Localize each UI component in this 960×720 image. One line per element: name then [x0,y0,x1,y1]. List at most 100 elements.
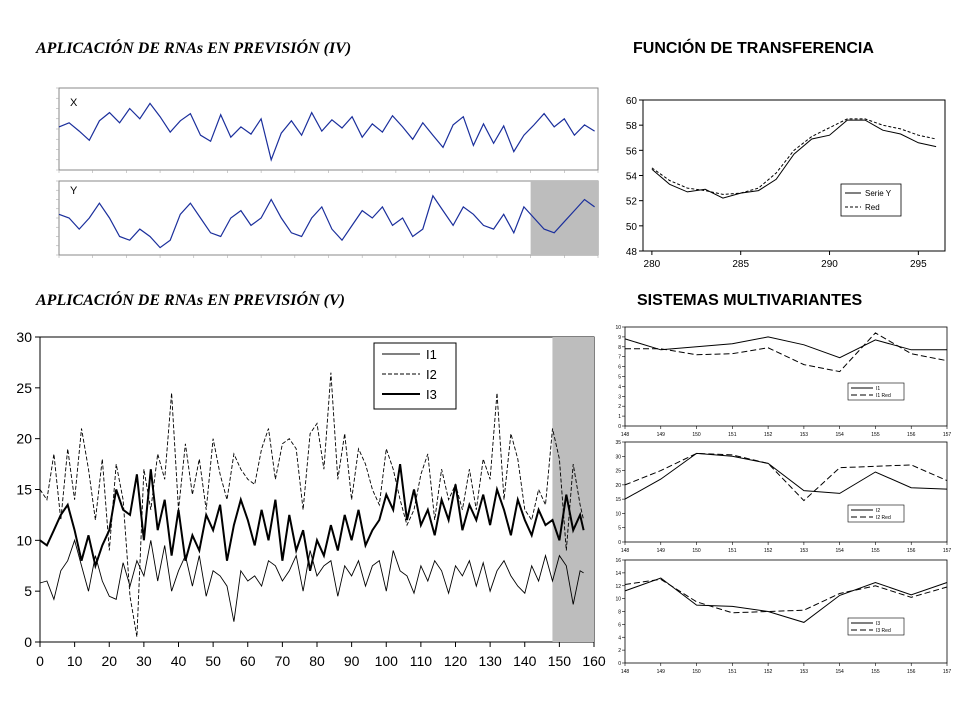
main-xtick-label: 160 [582,653,606,669]
main-ytick-label: 5 [24,583,32,599]
multi_small_1-ytick-label: 6 [618,365,621,371]
multi_small_2-ytick-label: 15 [615,497,621,503]
multi_small_1-xtick-label: 150 [692,432,701,438]
multi_small_1-ytick-label: 0 [618,424,621,430]
y-forecast-shade [530,181,598,255]
transfer-xtick-label: 290 [821,259,838,270]
transfer-ytick-label: 50 [626,222,638,233]
multi_small_3-ytick-label: 16 [615,558,621,564]
multi_small_3-xtick-label: 152 [764,669,773,675]
multi_small_3-ytick-label: 8 [618,610,621,616]
multi_small_1-frame [624,326,948,427]
main-xtick-label: 30 [136,653,152,669]
multi_small_1-ytick-label: 8 [618,345,621,351]
multi_small_2-legend-label: I2 Red [876,515,891,521]
x-panel-label: X [70,97,78,109]
multi_small_3-xtick-label: 148 [621,669,630,675]
multi_small_3-series-line [624,577,948,623]
multi_small_3-xtick-label: 150 [692,669,701,675]
transfer-legend-label: Red [865,203,880,212]
transfer-plot-frame [642,99,946,252]
multi_small_1-ytick-label: 5 [618,375,621,381]
transfer-ytick-label: 52 [626,197,638,208]
title-rnas-v: APLICACIÓN DE RNAs EN PREVISIÓN (V) [36,292,345,309]
main-xtick-label: 120 [444,653,468,669]
multi_small_1-legend-label: I1 Red [876,393,891,399]
main-xtick-label: 150 [548,653,572,669]
multi_small_1-ytick-label: 4 [618,384,621,390]
transfer-legend-label: Serie Y [865,189,892,198]
multi_small_2-series-line [624,452,948,500]
multi_small_3-ytick-label: 2 [618,648,621,654]
multi_small_3-xtick-label: 155 [871,669,880,675]
multi_small_2-legend-label: I2 [876,508,880,514]
main-xtick-label: 50 [205,653,221,669]
multi_small_2-ytick-label: 20 [615,483,621,489]
multi_small_3-ytick-label: 4 [618,635,621,641]
y-panel-label: Y [70,185,78,197]
main-series-line [39,372,585,637]
multi_small_3-legend-label: I3 [876,621,880,627]
multi_small_2-ytick-label: 0 [618,540,621,546]
title-multivariate: SISTEMAS MULTIVARIANTES [637,292,863,309]
transfer-ytick-label: 56 [626,146,638,157]
multi_small_1-legend-box [847,382,905,401]
multi_small_3-xtick-label: 149 [657,669,666,675]
multi_small_3-ytick-label: 6 [618,622,621,628]
multi_small_2-ytick-label: 10 [615,511,621,517]
y-series-line [58,194,595,249]
multi_small_1-xtick-label: 151 [728,432,737,438]
transfer-ytick-label: 58 [626,121,638,132]
multi_small_1-xtick-label: 153 [800,432,809,438]
main-xtick-label: 10 [67,653,83,669]
multi_small_3-ytick-label: 0 [618,661,621,667]
multi_small_1-xtick-label: 157 [943,432,952,438]
multi_small_3-xtick-label: 157 [943,669,952,675]
multi_small_1-ytick-label: 10 [615,325,621,331]
multi_small_3-ytick-label: 10 [615,597,621,603]
main-legend-label: I3 [426,387,437,402]
multi_small_3-legend-box [847,617,905,636]
multi_small_2-xtick-label: 157 [943,548,952,554]
title-rnas-iv: APLICACIÓN DE RNAs EN PREVISIÓN (IV) [36,40,352,57]
main-xtick-label: 70 [275,653,291,669]
multi_small_2-xtick-label: 152 [764,548,773,554]
multi_small_1-xtick-label: 155 [871,432,880,438]
multi_small_2-ytick-label: 25 [615,469,621,475]
multi_small_3-series-line [624,578,948,614]
multi_small_2-xtick-label: 155 [871,548,880,554]
multi_small_3-xtick-label: 154 [835,669,844,675]
multi_small_1-series-line [624,336,947,359]
multi_small_1-xtick-label: 152 [764,432,773,438]
multi_small_3-xtick-label: 156 [907,669,916,675]
main-ytick-label: 25 [16,380,32,396]
multi_small_2-xtick-label: 150 [692,548,701,554]
main-ytick-label: 20 [16,431,32,447]
main-ytick-label: 15 [16,482,32,498]
multi_small_1-legend-label: I1 [876,386,880,392]
transfer-ytick-label: 48 [626,247,638,258]
transfer-ytick-label: 60 [626,96,638,107]
main-xtick-label: 130 [478,653,502,669]
multi_small_2-xtick-label: 149 [657,548,666,554]
multi_small_2-ytick-label: 5 [618,526,621,532]
main-legend-label: I2 [426,367,437,382]
multi_small_2-frame [624,441,948,543]
transfer-xtick-label: 295 [910,259,927,270]
multi_small_2-legend-box [847,504,905,523]
main-ytick-label: 0 [24,634,32,650]
main-xtick-label: 90 [344,653,360,669]
main-legend-label: I1 [426,347,437,362]
multi_small_1-ytick-label: 1 [618,414,621,420]
main-series-line [39,538,584,622]
multi_small_3-ytick-label: 12 [615,584,621,590]
main-xtick-label: 20 [101,653,117,669]
multi_small_2-xtick-label: 154 [835,548,844,554]
main-plot-frame [39,336,595,643]
main-legend-box [373,342,457,410]
multi_small_2-xtick-label: 153 [800,548,809,554]
multi_small_1-xtick-label: 148 [621,432,630,438]
multi_small_1-ytick-label: 7 [618,355,621,361]
multi_small_1-ytick-label: 2 [618,404,621,410]
